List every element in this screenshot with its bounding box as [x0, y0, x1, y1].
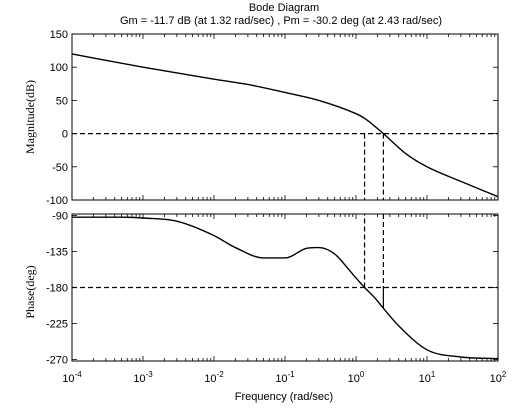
- frequency-tick-exponent: 0: [360, 370, 365, 379]
- frequency-tick-label: 101: [419, 370, 436, 385]
- frequency-tick-exponent: 1: [431, 370, 436, 379]
- magnitude-y-tick-label: -50: [52, 162, 68, 174]
- magnitude-y-tick-label: 50: [56, 95, 68, 107]
- chart-title: Bode Diagram: [249, 2, 319, 14]
- frequency-tick-exponent: -3: [146, 370, 154, 379]
- frequency-tick-exponent: -4: [75, 370, 83, 379]
- frequency-tick-label: 10-4: [62, 370, 82, 385]
- phase-y-tick-label: -180: [46, 283, 68, 295]
- magnitude-axis-label: Magnitude(dB): [23, 80, 37, 154]
- phase-y-tick-label: -90: [52, 211, 68, 223]
- magnitude-y-tick-label: 0: [62, 129, 68, 141]
- magnitude-y-tick-label: 100: [50, 62, 68, 74]
- magnitude-y-tick-label: 150: [50, 29, 68, 41]
- frequency-tick-label: 10-1: [275, 370, 295, 385]
- frequency-tick-exponent: -1: [288, 370, 296, 379]
- frequency-tick-label: 10-3: [133, 370, 153, 385]
- frequency-tick-exponent: -2: [217, 370, 225, 379]
- frequency-tick-exponent: 2: [502, 370, 507, 379]
- frequency-tick-base: 10: [133, 373, 145, 385]
- phase-y-tick-label: -270: [46, 354, 68, 366]
- frequency-tick-label: 100: [348, 370, 365, 385]
- frequency-axis-label: Frequency (rad/sec): [235, 391, 333, 403]
- frequency-tick-base: 10: [275, 373, 287, 385]
- frequency-tick-base: 10: [348, 373, 360, 385]
- magnitude-y-tick-label: -100: [46, 195, 68, 207]
- phase-y-tick-label: -225: [46, 318, 68, 330]
- frequency-tick-base: 10: [490, 373, 502, 385]
- phase-axis-label: Phase(deg): [23, 265, 37, 318]
- frequency-tick-base: 10: [62, 373, 74, 385]
- phase-response-line: [72, 216, 499, 360]
- phase-y-tick-label: -135: [46, 247, 68, 259]
- frequency-tick-label: 10-2: [204, 370, 224, 385]
- chart-subtitle: Gm = -11.7 dB (at 1.32 rad/sec) , Pm = -…: [120, 15, 442, 27]
- frequency-tick-base: 10: [419, 373, 431, 385]
- frequency-tick-label: 102: [490, 370, 507, 385]
- magnitude-panel: 150 100 50 0 -50 -100: [46, 29, 499, 207]
- frequency-tick-base: 10: [204, 373, 216, 385]
- magnitude-response-line: [71, 53, 499, 198]
